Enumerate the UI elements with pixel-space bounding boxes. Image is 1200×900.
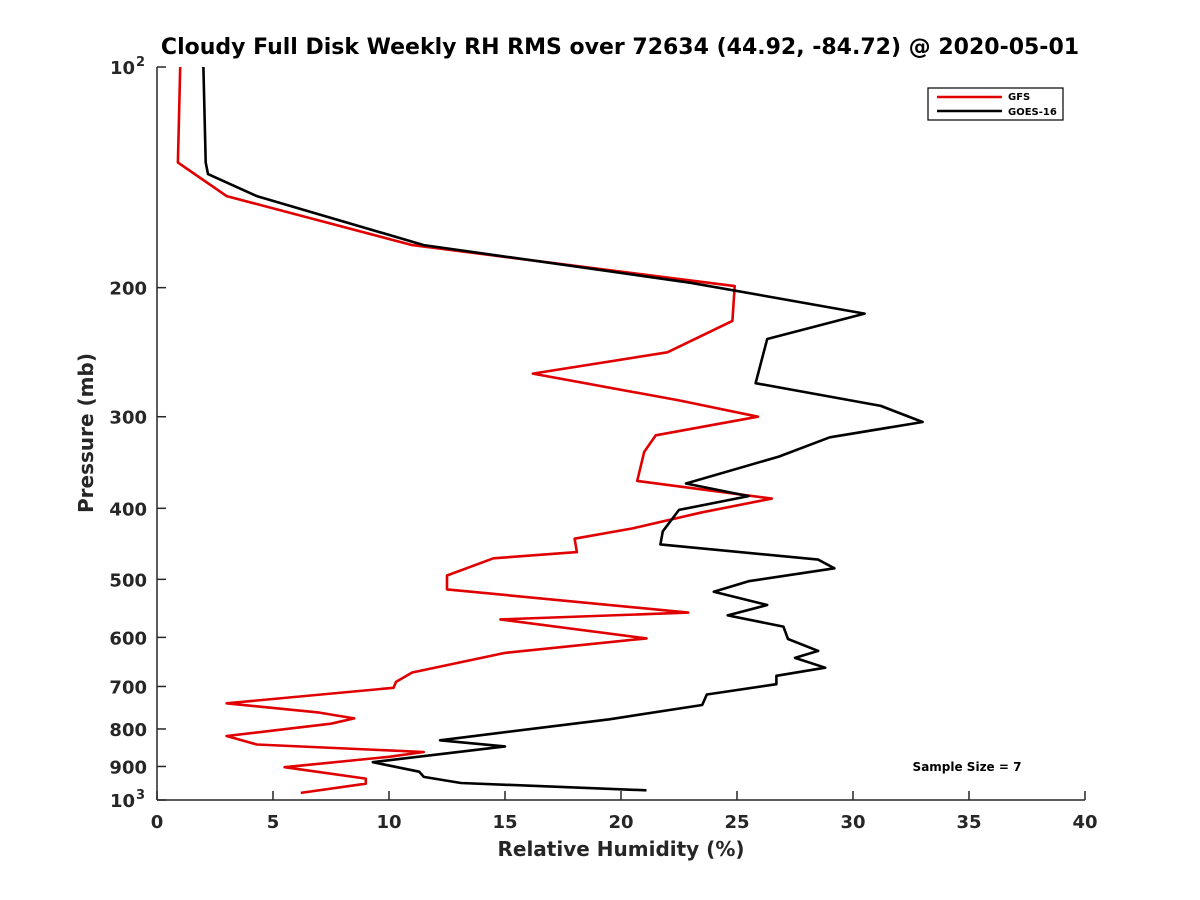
sample-size-annotation: Sample Size = 7 xyxy=(913,760,1022,774)
legend-label-goes16: GOES-16 xyxy=(1008,107,1057,118)
x-tick-label: 10 xyxy=(376,812,401,833)
y-tick-exponent: 2 xyxy=(136,55,145,70)
x-axis-ticks: 0 5 10 15 20 25 30 35 40 xyxy=(151,791,1098,833)
x-tick-label: 30 xyxy=(840,812,865,833)
x-tick-label: 0 xyxy=(151,812,164,833)
y-tick-label: 500 xyxy=(109,570,147,591)
y-tick-exponent: 3 xyxy=(136,788,145,803)
x-tick-label: 5 xyxy=(267,812,280,833)
y-tick-label: 700 xyxy=(109,677,147,698)
plot-area xyxy=(157,67,1085,800)
x-axis-label: Relative Humidity (%) xyxy=(497,837,744,861)
x-tick-label: 35 xyxy=(956,812,981,833)
y-tick-label: 200 xyxy=(109,279,147,300)
series-line-gfs xyxy=(176,66,774,795)
legend-label-gfs: GFS xyxy=(1008,92,1030,103)
x-tick-label: 15 xyxy=(492,812,517,833)
series-lines xyxy=(176,66,924,795)
y-tick-label: 300 xyxy=(109,408,147,429)
y-tick-label: 900 xyxy=(109,757,147,778)
y-tick-label: 10 xyxy=(110,791,135,812)
chart-title: Cloudy Full Disk Weekly RH RMS over 7263… xyxy=(161,35,1079,60)
x-tick-label: 25 xyxy=(724,812,749,833)
x-tick-label: 40 xyxy=(1072,812,1097,833)
y-tick-label: 600 xyxy=(109,628,147,649)
y-tick-label: 10 xyxy=(110,58,135,79)
legend-box xyxy=(927,87,1064,121)
legend: GFS GOES-16 xyxy=(927,87,1064,121)
y-axis-label: Pressure (mb) xyxy=(74,353,98,513)
series-line-goes16 xyxy=(202,66,924,792)
x-tick-label: 20 xyxy=(608,812,633,833)
y-tick-label: 400 xyxy=(109,499,147,520)
y-tick-label: 800 xyxy=(109,720,147,741)
